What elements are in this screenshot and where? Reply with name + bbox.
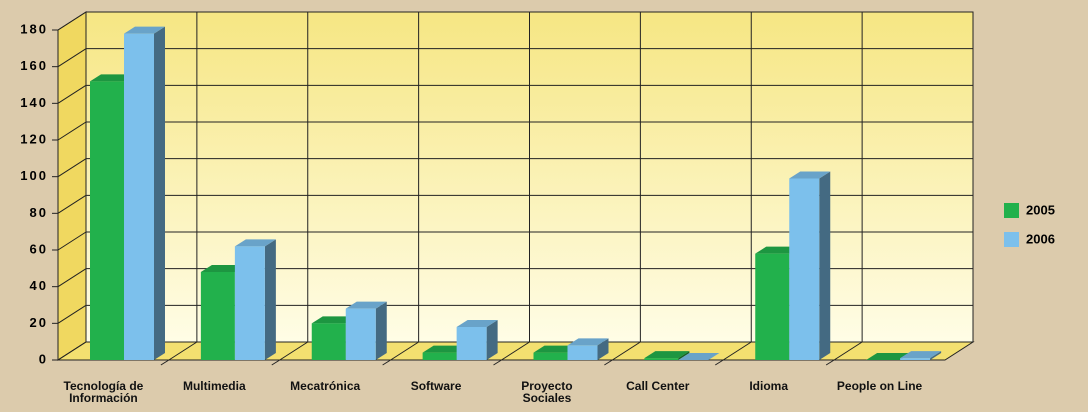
x-tick-label: Mecatrónica <box>290 379 361 393</box>
grid-line <box>57 158 87 178</box>
bar <box>456 320 498 360</box>
category-divider <box>833 341 863 361</box>
bar <box>678 353 720 360</box>
y-tick-label: 180 <box>20 21 48 36</box>
x-tick <box>825 359 835 366</box>
grid-line <box>57 121 87 141</box>
bar <box>345 301 387 360</box>
bar <box>234 239 276 360</box>
y-tick-label: 160 <box>20 58 48 73</box>
x-tick <box>382 359 391 366</box>
category-divider <box>168 341 198 361</box>
y-tick-label: 60 <box>30 241 48 256</box>
grid-line <box>57 341 87 361</box>
y-tick-label: 20 <box>30 315 48 330</box>
x-tick-label: People on Line <box>836 379 923 393</box>
bar <box>567 338 609 360</box>
legend-swatch <box>1004 232 1019 247</box>
grid-line <box>57 231 87 251</box>
x-tick <box>604 359 613 366</box>
x-tick-label: Multimedia <box>182 379 246 393</box>
category-divider <box>612 341 641 361</box>
grid-line <box>57 268 87 288</box>
x-tick <box>714 359 724 366</box>
y-tick-label: 80 <box>30 205 48 220</box>
x-tick-label: Tecnología de Información <box>63 379 144 405</box>
x-tick-label: Idioma <box>749 379 789 393</box>
bar <box>866 353 912 360</box>
grid-line <box>57 11 87 31</box>
y-tick-label: 140 <box>20 95 48 110</box>
category-divider <box>279 341 309 361</box>
y-tick-label: 100 <box>20 168 48 183</box>
x-tick <box>271 359 281 366</box>
x-tick-label: Software <box>410 379 462 393</box>
y-tick-label: 0 <box>39 351 48 366</box>
bar <box>789 171 831 360</box>
bar <box>644 351 690 360</box>
grid-line <box>57 48 87 68</box>
bar <box>900 351 942 360</box>
legend-swatch <box>1004 203 1019 218</box>
y-tick-label: 40 <box>30 278 48 293</box>
legend-label: 2005 <box>1026 202 1055 217</box>
grid-line <box>57 84 87 104</box>
category-divider <box>390 341 419 361</box>
x-tick <box>160 359 170 366</box>
x-tick-label: Proyecto Sociales <box>521 379 573 405</box>
category-divider <box>501 341 530 361</box>
x-tick <box>493 359 502 366</box>
y-tick-label: 120 <box>20 131 48 146</box>
x-tick-label: Call Center <box>626 379 690 393</box>
bar <box>124 26 165 361</box>
category-divider <box>722 341 752 361</box>
grid-line <box>57 304 87 324</box>
grid-line <box>57 194 87 214</box>
legend-label: 2006 <box>1026 231 1055 246</box>
